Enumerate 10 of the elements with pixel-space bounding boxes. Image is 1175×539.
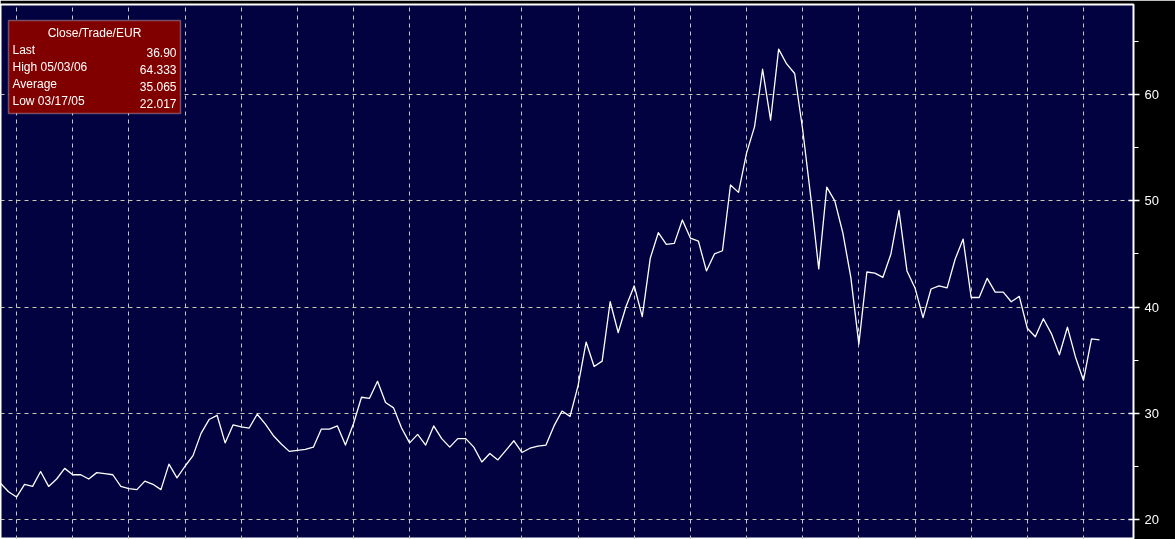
text: Low 03/17/05 22.017 <box>12 93 177 111</box>
annotation: Close/Trade/EUR <box>47 25 142 40</box>
y-tick-label: 40 <box>1144 299 1159 315</box>
y-tick-label: 60 <box>1144 87 1159 103</box>
text: Average 35.065 <box>12 76 177 94</box>
text: Last 36.90 <box>12 42 177 60</box>
y-tick-label: 30 <box>1144 405 1159 421</box>
y-tick-label: 20 <box>1144 511 1159 527</box>
text: High 05/03/06 64.333 <box>12 59 177 77</box>
y-tick-label: 50 <box>1144 193 1159 209</box>
